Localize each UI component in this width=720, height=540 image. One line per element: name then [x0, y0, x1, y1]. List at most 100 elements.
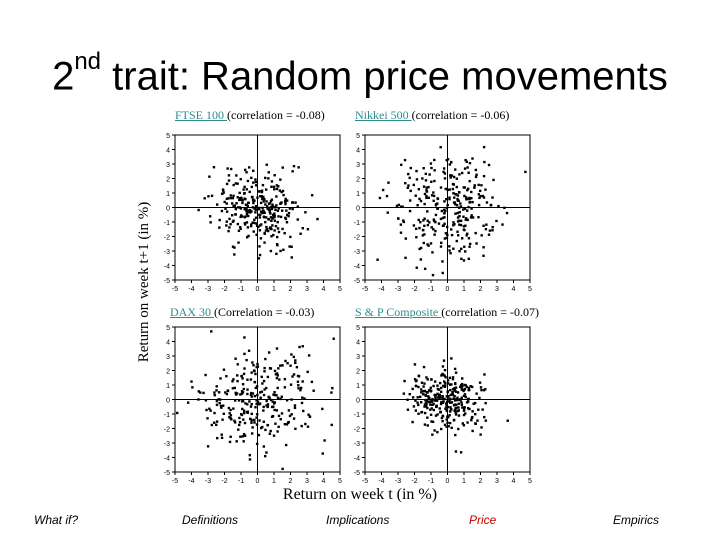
scatter-point	[451, 182, 455, 186]
scatter-point	[452, 397, 455, 400]
footer-implications[interactable]: Implications	[326, 513, 390, 527]
scatter-point	[288, 414, 292, 418]
scatter-point	[251, 221, 254, 224]
scatter-point	[256, 400, 260, 403]
x-tick-label: 4	[512, 478, 516, 485]
scatter-point	[203, 197, 206, 200]
scatter-point	[469, 384, 472, 388]
scatter-point	[425, 186, 428, 189]
x-tick-label: 1	[272, 286, 276, 293]
footer-what-if[interactable]: What if?	[34, 513, 79, 527]
ftse-link[interactable]: FTSE 100	[175, 108, 228, 122]
scatter-point	[258, 216, 262, 219]
scatter-point	[225, 210, 229, 213]
scatter-point	[446, 233, 449, 237]
dax-link[interactable]: DAX 30	[170, 305, 214, 319]
footer-definitions[interactable]: Definitions	[182, 513, 239, 527]
scatter-point	[460, 237, 464, 240]
scatter-point	[455, 204, 459, 207]
scatter-point	[270, 180, 274, 183]
scatter-point	[505, 211, 509, 215]
footer-price[interactable]: Price	[469, 513, 497, 527]
scatter-point	[243, 223, 247, 226]
scatter-point	[242, 409, 246, 412]
y-axis-label: Return on week t+1 (in %)	[136, 201, 152, 363]
scatter-point	[449, 251, 452, 255]
scatter-point	[254, 216, 258, 219]
scatter-point	[463, 245, 466, 248]
y-tick-label: -3	[164, 441, 170, 448]
scatter-point	[439, 146, 442, 149]
scatter-point	[245, 212, 249, 216]
scatter-point	[284, 201, 287, 204]
scatter-point	[261, 183, 265, 187]
scatter-point	[235, 174, 238, 177]
scatter-point	[445, 425, 448, 428]
scatter-point	[446, 379, 450, 382]
scatter-point	[397, 217, 400, 220]
scatter-point	[463, 167, 467, 170]
scatter-point	[455, 239, 458, 243]
scatter-point	[262, 445, 266, 448]
scatter-point	[470, 214, 473, 217]
scatter-point	[240, 196, 243, 200]
scatter-point	[465, 234, 468, 237]
x-tick-label: 5	[528, 478, 532, 485]
scatter-point	[432, 384, 435, 388]
scatter-point	[218, 398, 222, 401]
scatter-point	[238, 196, 242, 200]
scatter-point	[270, 207, 274, 211]
scatter-point	[463, 383, 467, 387]
scatter-point	[450, 233, 454, 237]
scatter-point	[303, 397, 306, 400]
scatter-plot-sp: -5 -4 -3 -2 -1 0 1 2 3 4 5 -5 -4 -3 -2 -1 0 1 2 3 4 5	[354, 325, 532, 485]
scatter-point	[274, 373, 278, 376]
scatter-point	[463, 393, 467, 396]
scatter-point	[286, 362, 289, 365]
scatter-point	[436, 392, 439, 396]
scatter-point	[277, 414, 281, 418]
scatter-point	[434, 397, 437, 400]
scatter-point	[470, 190, 473, 194]
scatter-point	[258, 224, 262, 227]
scatter-point	[265, 451, 268, 454]
scatter-point	[281, 364, 284, 367]
scatter-point	[252, 369, 256, 372]
scatter-point	[276, 244, 279, 247]
scatter-point	[478, 396, 481, 400]
scatter-point	[250, 391, 253, 395]
scatter-point	[255, 423, 259, 426]
scatter-point	[283, 377, 287, 381]
scatter-point	[423, 389, 426, 393]
footer-empirics[interactable]: Empirics	[613, 513, 660, 527]
scatter-point	[454, 203, 457, 206]
scatter-point	[452, 192, 455, 195]
scatter-point	[468, 245, 471, 248]
scatter-point	[222, 368, 226, 371]
scatter-point	[241, 201, 244, 205]
y-tick-label: 2	[356, 369, 360, 376]
x-tick-label: -1	[238, 286, 244, 293]
sp-link[interactable]: S & P Composite	[355, 305, 442, 319]
scatter-point	[455, 406, 458, 410]
scatter-point	[415, 236, 418, 239]
title-text: trait: Random price movements	[101, 54, 668, 99]
scatter-point	[456, 398, 459, 402]
scatter-point	[237, 399, 241, 402]
y-tick-label: 4	[166, 340, 170, 347]
y-tick-label: 3	[356, 354, 360, 361]
scatter-point	[225, 197, 229, 201]
y-tick-label: -5	[354, 278, 360, 285]
scatter-point	[265, 163, 268, 166]
scatter-point	[444, 384, 447, 387]
scatter-point	[406, 408, 410, 411]
nikkei-link[interactable]: Nikkei 500	[355, 108, 412, 122]
scatter-point	[290, 353, 293, 356]
scatter-point	[246, 226, 250, 229]
scatter-point	[284, 202, 287, 206]
scatter-point	[482, 224, 485, 227]
scatter-point	[199, 391, 202, 394]
scatter-point	[248, 400, 251, 403]
scatter-point	[268, 432, 272, 435]
scatter-point	[250, 421, 253, 424]
